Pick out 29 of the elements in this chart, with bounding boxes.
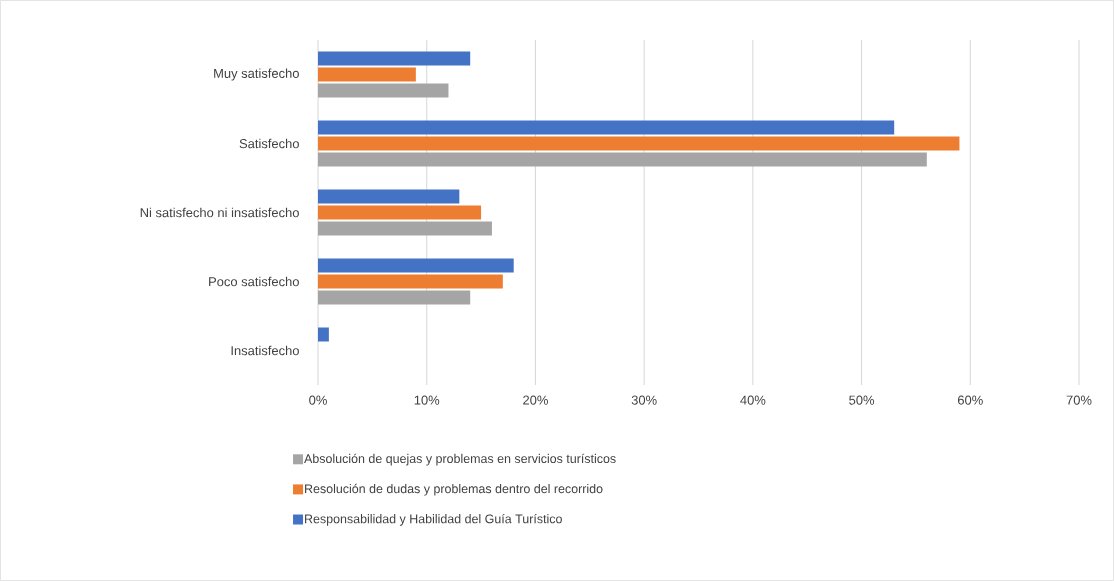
x-tick-label: 20% — [523, 395, 548, 405]
x-tick-label: 50% — [849, 395, 875, 405]
y-tick-label: Insatisfecho — [231, 345, 299, 356]
x-tick-label: 30% — [631, 395, 657, 405]
y-tick-label: Poco satisfecho — [209, 276, 299, 287]
bar — [318, 189, 460, 204]
x-tick-label: 40% — [740, 395, 766, 405]
bar — [318, 258, 514, 273]
y-tick-label: Ni satisfecho ni insatisfecho — [140, 207, 299, 218]
x-tick-label: 10% — [414, 395, 440, 405]
x-tick-label: 0% — [309, 395, 327, 405]
bar — [318, 120, 895, 135]
bar — [318, 290, 471, 305]
x-tick-label: 70% — [1066, 395, 1092, 405]
bar — [318, 221, 492, 236]
bar — [318, 205, 482, 220]
y-tick-label: Satisfecho — [239, 138, 299, 149]
legend-label: Resolución de dudas y problemas dentro del recorrido — [305, 483, 603, 496]
bar — [318, 51, 471, 66]
bar — [318, 67, 416, 82]
bar — [318, 136, 960, 151]
bar — [318, 83, 449, 98]
y-tick-label: Muy satisfecho — [214, 68, 299, 81]
legend-label: Responsabilidad y Habilidad del Guía Turístico — [305, 513, 562, 526]
bar — [318, 327, 329, 342]
bar — [318, 274, 503, 289]
legend-label: Absolución de quejas y problemas en servicios turísticos — [304, 453, 616, 466]
bar — [318, 152, 927, 167]
x-tick-label: 60% — [957, 395, 983, 405]
